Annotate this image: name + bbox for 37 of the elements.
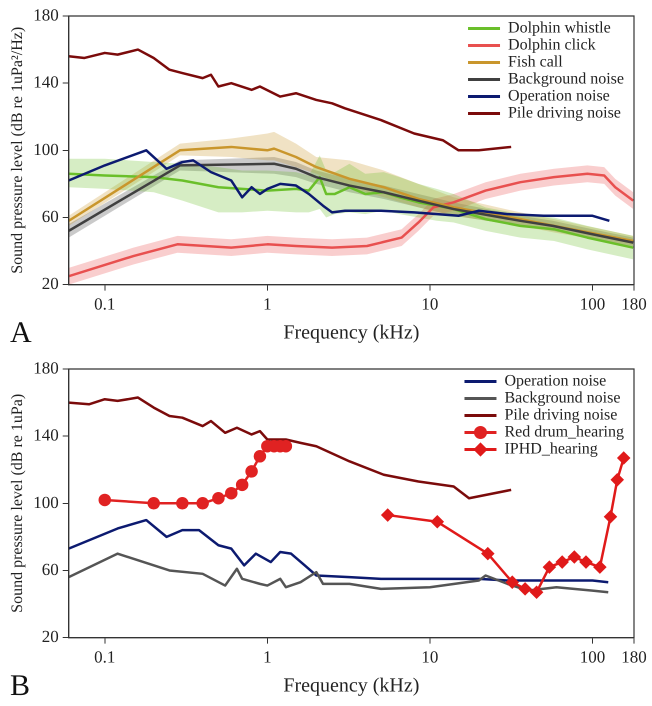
y-tick-label: 20 — [42, 274, 59, 294]
x-tick-label: 10 — [421, 647, 438, 666]
y-tick-label: 100 — [33, 140, 59, 159]
x-tick-label: 100 — [580, 294, 606, 314]
x-tick-label: 1 — [263, 294, 272, 314]
y-tick-label: 60 — [42, 560, 59, 579]
text: A — [10, 316, 32, 349]
legend-label: Dolphin whistle — [508, 20, 611, 37]
legend-label: Background noise — [508, 70, 624, 88]
x-axis-title: Frequency (kHz) — [283, 321, 420, 344]
legend-label: Operation noise — [508, 88, 610, 105]
y-tick-label: 20 — [42, 627, 59, 646]
y-tick-label: 140 — [33, 72, 59, 92]
y-tick-label: 140 — [33, 426, 59, 445]
legend-label: Red drum_hearing — [504, 424, 624, 441]
legend-label: Pile driving noise — [504, 406, 618, 424]
legend-label: Background noise — [504, 390, 620, 407]
legend-label: Dolphin click — [508, 36, 596, 54]
text: B — [10, 668, 30, 702]
legend-label: IPHD_hearing — [504, 440, 598, 458]
legend-label: Fish call — [508, 54, 564, 71]
y-tick-label: 60 — [42, 206, 59, 226]
x-tick-label: 0.1 — [94, 294, 116, 314]
x-tick-label: 10 — [421, 294, 438, 314]
y-axis-title: Sound pressure level (dB re 1uPa²/Hz) — [8, 26, 26, 274]
x-tick-label: 180 — [621, 294, 647, 314]
x-tick-label: 180 — [621, 647, 647, 666]
x-tick-label: 100 — [580, 647, 606, 666]
y-tick-label: 180 — [33, 5, 59, 24]
x-axis-title: Frequency (kHz) — [283, 674, 420, 696]
y-axis-title: Sound pressure level (dB re 1uPa) — [8, 394, 26, 613]
legend-label: Pile driving noise — [508, 104, 621, 122]
legend-label: Operation noise — [504, 372, 606, 390]
y-tick-label: 100 — [33, 492, 59, 512]
y-tick-label: 180 — [33, 358, 59, 378]
x-tick-label: 1 — [263, 647, 272, 666]
x-tick-label: 0.1 — [94, 647, 116, 666]
